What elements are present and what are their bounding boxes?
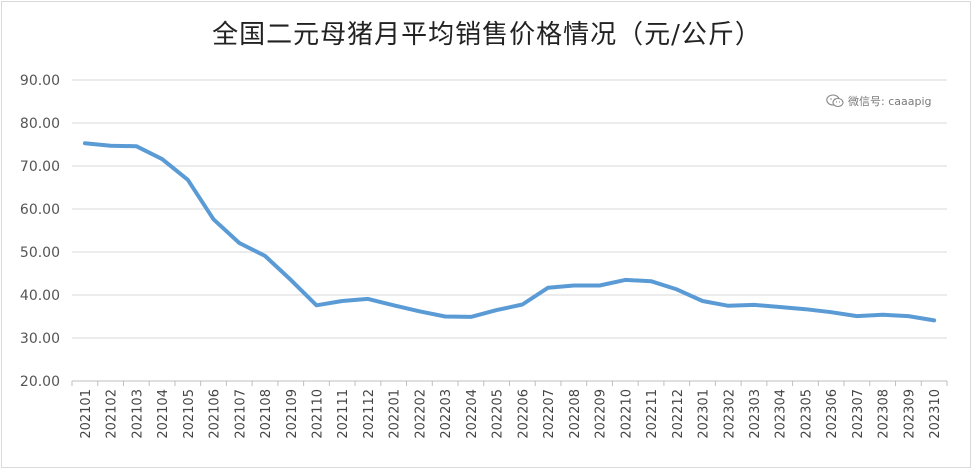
x-tick-label: 202108 [259, 389, 274, 439]
y-tick-label: 30.00 [20, 331, 60, 347]
x-tick-label: 202101 [79, 389, 94, 439]
x-tick-label: 202306 [825, 389, 840, 439]
x-tick-label: 202102 [105, 389, 120, 439]
x-tick-label: 202105 [182, 389, 197, 439]
x-tick-label: 202305 [799, 389, 814, 439]
x-tick-label: 202206 [516, 389, 531, 439]
x-tick-label: 202309 [902, 389, 917, 439]
series-line [82, 141, 937, 323]
watermark: 微信号: caaapig [826, 93, 932, 109]
y-tick-label: 70.00 [20, 159, 60, 175]
chart-title: 全国二元母猪月平均销售价格情况（元/公斤） [212, 20, 762, 50]
y-tick-label: 40.00 [20, 288, 60, 304]
x-tick-label: 202207 [542, 389, 557, 439]
x-tick-label: 202301 [697, 389, 712, 439]
y-tick-label: 50.00 [20, 245, 60, 261]
x-tick-label: 202304 [774, 389, 789, 439]
x-tick-label: 202103 [130, 389, 145, 439]
watermark-text: 微信号: caaapig [848, 95, 932, 108]
x-tick-label: 202110 [310, 389, 325, 439]
x-tick-label: 202112 [362, 389, 377, 439]
x-tick-label: 202201 [388, 389, 403, 439]
x-tick-label: 202209 [594, 389, 609, 439]
x-tick-label: 202210 [619, 389, 634, 439]
x-tick-label: 202109 [285, 389, 300, 439]
x-tick-label: 202111 [336, 389, 351, 439]
y-tick-label: 60.00 [20, 202, 60, 218]
x-tick-label: 202303 [748, 389, 763, 439]
x-tick-label: 202107 [233, 389, 248, 439]
x-tick-label: 202310 [928, 389, 943, 439]
y-tick-label: 20.00 [20, 374, 60, 390]
x-tick-label: 202203 [439, 389, 454, 439]
x-tick-label: 202205 [491, 389, 506, 439]
x-tick-label: 202204 [465, 389, 480, 439]
x-tick-label: 202106 [208, 389, 223, 439]
x-tick-label: 202307 [851, 389, 866, 439]
x-tick-label: 202302 [722, 389, 737, 439]
x-tick-label: 202212 [671, 389, 686, 439]
wechat-icon [826, 94, 844, 108]
x-tick-label: 202211 [645, 389, 660, 439]
x-tick-label: 202104 [156, 389, 171, 439]
y-tick-label: 80.00 [20, 116, 60, 132]
y-tick-label: 90.00 [20, 73, 60, 89]
x-tick-label: 202202 [413, 389, 428, 439]
x-tick-label: 202308 [877, 389, 892, 439]
x-tick-label: 202208 [568, 389, 583, 439]
